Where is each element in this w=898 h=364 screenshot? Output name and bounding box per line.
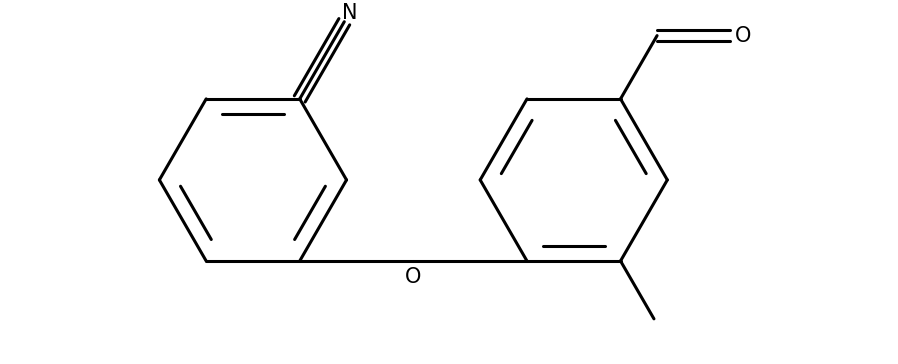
Text: O: O bbox=[405, 267, 421, 287]
Text: O: O bbox=[735, 25, 751, 46]
Text: N: N bbox=[342, 3, 357, 23]
